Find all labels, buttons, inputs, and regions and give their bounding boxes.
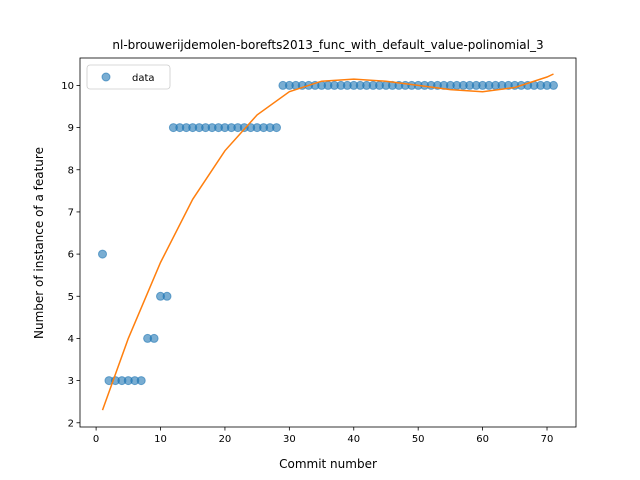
data-point xyxy=(136,376,146,386)
data-point xyxy=(272,123,281,133)
x-tick-label: 0 xyxy=(93,434,99,445)
x-axis-label: Commit number xyxy=(279,457,377,471)
legend-label: data xyxy=(132,73,155,84)
y-tick-label: 8 xyxy=(68,165,74,176)
x-tick-label: 50 xyxy=(412,434,425,445)
y-tick-label: 6 xyxy=(68,250,74,261)
plot-area xyxy=(79,57,577,428)
chart-title: nl-brouwerijdemolen-borefts2013_func_wit… xyxy=(112,38,543,52)
data-point xyxy=(162,291,172,301)
axis-ticks: 0 10 20 30 40 50 60 70 2 3 4 5 6 7 8 9 10 xyxy=(61,81,553,445)
data-point xyxy=(149,333,159,343)
y-tick-label: 10 xyxy=(61,81,74,92)
y-tick-label: 2 xyxy=(68,418,74,429)
y-tick-label: 7 xyxy=(68,207,74,218)
fit-line xyxy=(101,73,554,411)
legend-marker xyxy=(101,72,111,82)
x-tick-label: 60 xyxy=(476,434,489,445)
legend: data xyxy=(86,64,171,90)
data-point xyxy=(549,80,558,90)
x-tick-label: 70 xyxy=(541,434,554,445)
x-tick-label: 30 xyxy=(283,434,296,445)
legend-box xyxy=(86,64,171,90)
data-point xyxy=(98,249,107,259)
x-tick-label: 40 xyxy=(347,434,360,445)
y-tick-label: 5 xyxy=(68,292,74,303)
x-tick-label: 20 xyxy=(219,434,232,445)
y-tick-label: 9 xyxy=(68,123,74,134)
y-axis-label: Number of instance of a feature xyxy=(32,147,46,339)
axes-frame xyxy=(79,57,577,428)
x-tick-label: 10 xyxy=(154,434,167,445)
y-tick-label: 3 xyxy=(68,376,74,387)
y-tick-label: 4 xyxy=(68,334,74,345)
